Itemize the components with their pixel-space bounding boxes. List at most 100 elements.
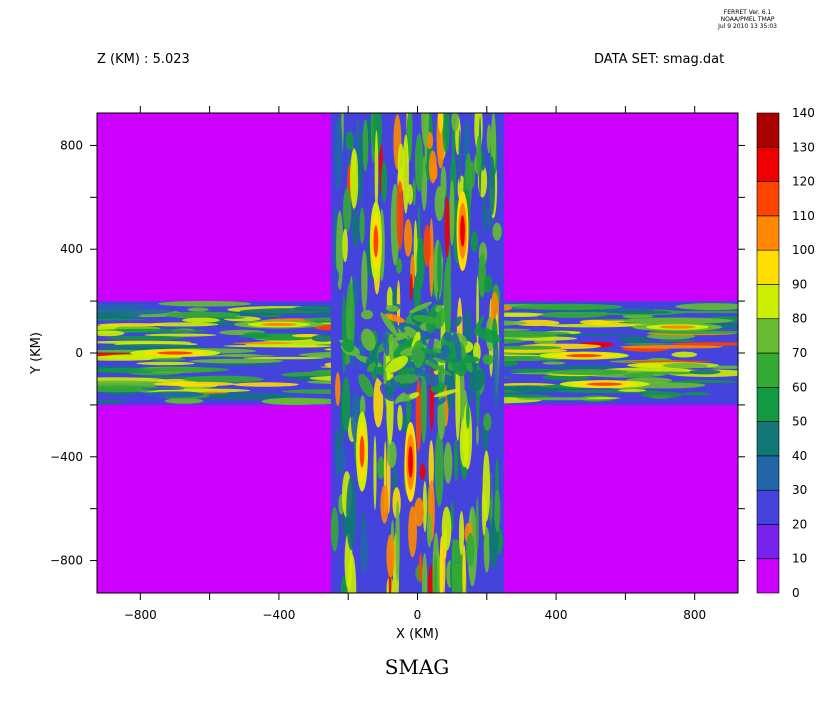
center-eddy: [361, 309, 374, 320]
center-eddy: [370, 342, 380, 360]
horizontal-streak: [153, 381, 235, 387]
colorbar-swatch: [756, 455, 780, 491]
vertical-streak: [352, 208, 359, 248]
vertical-streak: [443, 441, 453, 484]
horizontal-streak: [97, 328, 207, 333]
horizontal-streak: [97, 318, 147, 321]
horizontal-streak: [97, 330, 125, 337]
colorbar-label: 140: [792, 106, 815, 120]
vertical-streak: [458, 511, 465, 556]
vertical-streak: [422, 481, 427, 533]
center-eddy: [397, 367, 416, 376]
vertical-streak: [362, 119, 369, 172]
horizontal-streak: [311, 334, 338, 342]
horizontal-streak: [638, 371, 703, 375]
horizontal-streak: [491, 333, 558, 338]
vertical-streak: [483, 275, 493, 293]
horizontal-streak: [675, 303, 738, 311]
center-eddy: [434, 308, 447, 329]
vertical-streak: [345, 282, 355, 353]
y-tick-label: 0: [75, 346, 83, 360]
vertical-streak: [462, 544, 466, 593]
horizontal-streak: [146, 322, 219, 327]
vertical-streak: [449, 179, 455, 246]
center-eddy: [443, 331, 453, 342]
vertical-streak: [396, 258, 402, 274]
vertical-streak: [418, 553, 423, 584]
colorbar-label: 100: [792, 243, 815, 257]
vertical-streak: [428, 440, 434, 493]
horizontal-streak: [97, 400, 127, 404]
colorbar-swatch: [756, 558, 780, 594]
vertical-streak: [466, 402, 470, 430]
horizontal-streak: [141, 367, 230, 373]
vertical-streak: [415, 379, 422, 452]
vertical-streak: [439, 536, 444, 593]
vertical-streak: [424, 113, 428, 166]
vertical-streak: [486, 124, 492, 154]
vertical-streak: [454, 438, 459, 482]
x-tick-label: 400: [545, 608, 568, 622]
center-eddy: [375, 366, 385, 376]
horizontal-streak: [489, 345, 562, 350]
vertical-streak: [336, 445, 346, 475]
center-eddy: [389, 373, 420, 385]
x-axis-label: X (KM): [396, 627, 439, 642]
vertical-streak: [488, 156, 496, 216]
horizontal-streak: [542, 361, 566, 365]
vertical-streak: [386, 534, 395, 578]
vertical-streak: [422, 552, 428, 593]
horizontal-streak: [136, 361, 195, 366]
vertical-streak: [437, 240, 442, 295]
horizontal-streak: [97, 304, 147, 309]
vertical-streak: [373, 435, 377, 511]
vertical-streak: [374, 130, 379, 214]
center-eddy: [384, 313, 405, 323]
vertical-streak: [466, 532, 475, 567]
colorbar-label: 0: [792, 586, 800, 600]
horizontal-streak: [232, 382, 299, 387]
vertical-streak: [330, 506, 339, 552]
vertical-streak: [438, 113, 444, 134]
heatmap-field: [97, 113, 738, 593]
y-tick-label: 400: [60, 242, 83, 256]
horizontal-streak: [97, 311, 141, 319]
vertical-streak: [494, 488, 501, 533]
vertical-streak: [380, 485, 389, 524]
peak-region: [565, 353, 602, 358]
vertical-streak: [476, 135, 482, 176]
center-eddy: [412, 340, 425, 368]
vertical-streak: [330, 268, 340, 286]
center-eddy: [472, 368, 486, 392]
vertical-streak: [412, 177, 416, 207]
horizontal-streak: [195, 363, 282, 366]
vertical-streak: [455, 359, 461, 441]
horizontal-streak: [671, 351, 698, 358]
center-eddy: [382, 330, 390, 357]
vertical-streak: [397, 143, 405, 182]
vertical-streak: [345, 131, 354, 151]
colorbar-label: 110: [792, 209, 815, 223]
horizontal-streak: [144, 333, 217, 337]
vertical-streak: [414, 497, 425, 527]
peak-region: [260, 322, 297, 327]
vertical-streak: [458, 129, 462, 184]
horizontal-streak: [107, 335, 186, 340]
center-eddy: [409, 392, 420, 399]
horizontal-streak: [545, 323, 636, 328]
vertical-streak: [359, 395, 366, 418]
horizontal-streak: [239, 308, 349, 315]
center-eddy: [440, 344, 450, 358]
vertical-streak: [482, 450, 491, 522]
vertical-streak: [361, 249, 368, 312]
peak-region: [586, 382, 623, 386]
center-eddy: [424, 360, 453, 376]
horizontal-streak: [243, 356, 325, 360]
colorbar: 0 10 20 30 40 50 60 70 80 90 100 110 120 130 140: [756, 106, 815, 600]
horizontal-streak: [666, 380, 738, 384]
vertical-streak: [434, 185, 445, 222]
horizontal-streak: [97, 385, 163, 393]
center-eddy: [475, 327, 501, 344]
peak-region: [156, 351, 193, 355]
